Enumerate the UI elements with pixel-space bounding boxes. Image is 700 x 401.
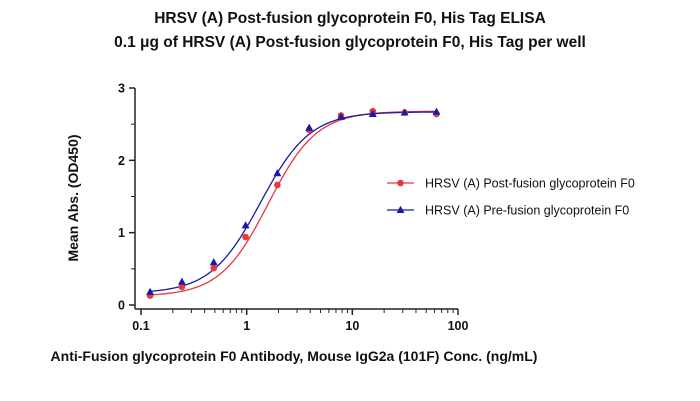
data-point-series-2 bbox=[209, 258, 218, 266]
fit-curve-series-1 bbox=[150, 110, 437, 296]
x-axis-title: Anti-Fusion glycoprotein F0 Antibody, Mo… bbox=[51, 348, 538, 364]
legend-marker-1 bbox=[397, 179, 404, 187]
chart-subtitle: 0.1 μg of HRSV (A) Post-fusion glycoprot… bbox=[114, 34, 586, 51]
data-point-series-2 bbox=[337, 112, 345, 120]
data-point-series-2 bbox=[146, 287, 155, 295]
x-tick-label: 1 bbox=[243, 319, 250, 333]
data-point-series-1 bbox=[210, 264, 218, 272]
data-point-series-1 bbox=[274, 181, 281, 189]
x-tick-label: 10 bbox=[345, 319, 359, 333]
y-tick-label: 1 bbox=[118, 226, 125, 240]
y-axis-title: Mean Abs. (OD450) bbox=[65, 134, 81, 261]
data-point-series-2 bbox=[305, 123, 314, 131]
x-tick-label: 0.1 bbox=[132, 319, 149, 333]
legend-label-2: HRSV (A) Pre-fusion glycoprotein F0 bbox=[425, 204, 629, 218]
data-point-series-2 bbox=[241, 221, 250, 229]
y-tick-label: 3 bbox=[118, 82, 125, 96]
y-tick-label: 0 bbox=[118, 299, 125, 313]
data-point-series-2 bbox=[273, 169, 282, 177]
data-point-series-2 bbox=[400, 108, 409, 116]
data-point-series-2 bbox=[432, 107, 441, 115]
data-point-series-1 bbox=[178, 283, 186, 291]
data-point-series-1 bbox=[242, 233, 249, 241]
y-tick-label: 2 bbox=[118, 154, 125, 168]
data-point-series-2 bbox=[177, 277, 186, 285]
data-point-series-2 bbox=[368, 109, 377, 117]
legend-marker-2 bbox=[396, 205, 405, 213]
fit-curve-series-2 bbox=[150, 111, 437, 292]
chart-title: HRSV (A) Post-fusion glycoprotein F0, Hi… bbox=[154, 10, 546, 27]
legend-label-1: HRSV (A) Post-fusion glycoprotein F0 bbox=[425, 177, 635, 191]
x-tick-label: 100 bbox=[448, 319, 469, 333]
